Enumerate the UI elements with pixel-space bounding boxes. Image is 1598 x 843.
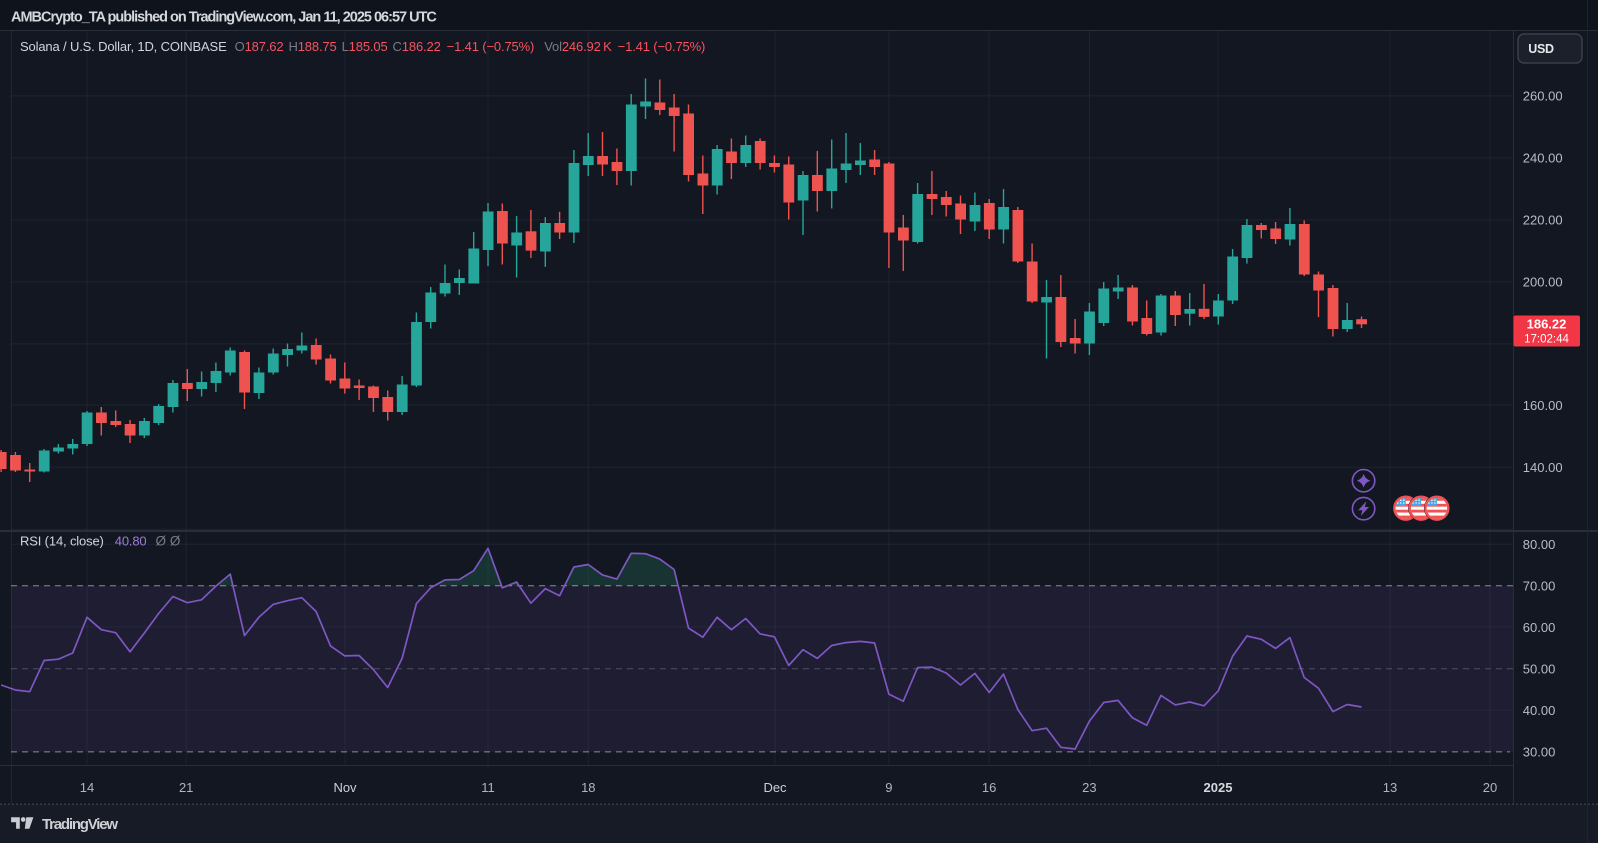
svg-text:Dec: Dec <box>763 780 787 795</box>
svg-text:23: 23 <box>1082 780 1096 795</box>
svg-text:21: 21 <box>179 780 193 795</box>
svg-text:40.00: 40.00 <box>1523 703 1556 718</box>
svg-text:2025: 2025 <box>1204 780 1233 795</box>
svg-text:18: 18 <box>581 780 595 795</box>
svg-text:Nov: Nov <box>333 780 357 795</box>
svg-text:USD: USD <box>1528 42 1554 56</box>
svg-text:16: 16 <box>982 780 996 795</box>
svg-text:TradingView: TradingView <box>42 816 118 833</box>
svg-text:220.00: 220.00 <box>1523 213 1563 228</box>
svg-text:13: 13 <box>1383 780 1397 795</box>
svg-text:11: 11 <box>481 780 495 795</box>
svg-text:160.00: 160.00 <box>1523 398 1563 413</box>
svg-text:AMBCrypto_TA published on Trad: AMBCrypto_TA published on TradingView.co… <box>11 10 437 26</box>
svg-text:30.00: 30.00 <box>1523 745 1556 760</box>
svg-text:14: 14 <box>80 780 94 795</box>
svg-text:70.00: 70.00 <box>1523 578 1556 593</box>
svg-text:80.00: 80.00 <box>1523 537 1556 552</box>
svg-text:260.00: 260.00 <box>1523 89 1563 104</box>
svg-text:240.00: 240.00 <box>1523 151 1563 166</box>
svg-text:186.22: 186.22 <box>1527 317 1567 332</box>
svg-text:17:02:44: 17:02:44 <box>1524 334 1569 346</box>
svg-text:200.00: 200.00 <box>1523 275 1563 290</box>
svg-text:9: 9 <box>885 780 892 795</box>
svg-text:Solana / U.S. Dollar, 1D, COIN: Solana / U.S. Dollar, 1D, COINBASE O187.6… <box>20 39 705 54</box>
svg-text:140.00: 140.00 <box>1523 460 1563 475</box>
svg-text:20: 20 <box>1483 780 1497 795</box>
svg-text:50.00: 50.00 <box>1523 662 1556 677</box>
svg-text:60.00: 60.00 <box>1523 620 1556 635</box>
